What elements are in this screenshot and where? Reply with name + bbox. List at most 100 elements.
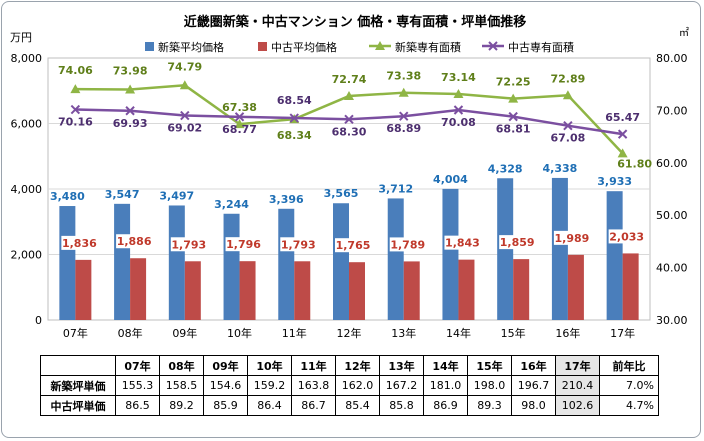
data-label-box	[553, 230, 590, 245]
bar-used-price	[458, 259, 475, 320]
data-label-box	[225, 237, 262, 252]
left-axis-tick-label: 0	[35, 314, 42, 327]
bar-used-price	[130, 258, 147, 320]
x-axis-tick-label: 14年	[446, 326, 471, 340]
bar-new-price	[114, 203, 131, 320]
table-row-label: 新築坪単価	[40, 375, 116, 396]
table-cell: 210.4	[555, 375, 600, 396]
data-label-new-price: 4,004	[433, 173, 468, 186]
data-label-box	[335, 238, 371, 253]
marker-used-area	[70, 104, 81, 115]
x-axis-tick-label: 08年	[118, 326, 143, 340]
left-axis-tick-label: 8,000	[11, 52, 43, 65]
marker-used-area	[289, 113, 299, 123]
table-cell: 154.6	[203, 375, 248, 396]
data-label-used-price: 1,886	[117, 235, 152, 248]
right-axis-tick-label: 50.00	[656, 209, 688, 222]
legend-label: 中古専有面積	[508, 40, 574, 54]
bar-used-price	[513, 259, 530, 320]
table-header-ratio: 前年比	[599, 355, 659, 376]
table-cell: 167.2	[379, 375, 424, 396]
table-cell: 181.0	[423, 375, 468, 396]
data-label-box	[608, 229, 645, 244]
data-label-used-area: 68.89	[386, 122, 421, 135]
data-label-box	[116, 234, 153, 249]
legend-swatch	[258, 42, 267, 51]
data-label-new-price: 3,480	[50, 190, 85, 203]
table-cell-ratio: 7.0%	[599, 375, 659, 396]
x-axis-tick-label: 17年	[610, 326, 635, 340]
data-label-new-price: 4,338	[543, 162, 578, 175]
table-cell: 86.4	[247, 395, 292, 416]
data-label-box	[61, 235, 98, 250]
table-cell: 155.3	[115, 375, 160, 396]
data-label-used-area: 69.02	[167, 122, 202, 135]
data-label-new-area: 73.14	[441, 71, 476, 84]
marker-new-area	[179, 80, 190, 90]
table-row-label: 中古坪単価	[40, 395, 116, 416]
x-axis-tick-label: 13年	[391, 326, 416, 340]
bar-new-price	[278, 208, 295, 320]
data-label-new-price: 3,712	[378, 182, 413, 195]
data-label-new-area: 72.25	[496, 76, 531, 89]
data-label-used-price: 1,796	[226, 238, 261, 251]
right-axis-tick-label: 40.00	[656, 262, 688, 275]
data-label-used-price: 2,033	[609, 230, 644, 243]
bar-new-price	[59, 206, 76, 320]
marker-new-area	[453, 88, 464, 98]
table-header-year: 10年	[247, 355, 292, 376]
bar-used-price	[349, 262, 365, 320]
bar-used-price	[622, 253, 639, 320]
marker-new-area	[398, 87, 409, 97]
bar-new-price	[387, 198, 404, 320]
data-label-new-area: 67.38	[222, 101, 257, 114]
table-row: 新築坪単価 155.3 158.5 154.6 159.2 163.8 162.0 167.2…	[40, 375, 659, 396]
left-axis-tick-label: 2,000	[11, 249, 43, 262]
table-cell: 102.6	[555, 395, 600, 416]
table-cell: 85.8	[379, 395, 424, 416]
left-axis-tick-label: 4,000	[11, 183, 43, 196]
bar-used-price	[403, 261, 420, 320]
table-cell: 98.0	[511, 395, 556, 416]
data-label-group: 3,480 1,836 3,547 1,886 3,497 1,793 3,244 1,796…	[50, 60, 652, 253]
data-label-new-area: 74.79	[167, 60, 202, 73]
table-cell: 158.5	[159, 375, 204, 396]
marker-new-area	[70, 84, 81, 94]
table-header-year: 09年	[203, 355, 248, 376]
data-label-used-price: 1,793	[281, 238, 316, 251]
marker-new-area	[125, 84, 136, 94]
marker-used-area	[399, 111, 409, 121]
data-label-used-price: 1,843	[445, 237, 480, 250]
table-cell: 85.4	[335, 395, 380, 416]
marker-new-area	[617, 148, 628, 158]
marker-used-area	[563, 120, 573, 131]
data-label-used-price: 1,859	[500, 236, 535, 249]
data-label-used-area: 70.08	[441, 116, 476, 129]
table-corner-cell	[40, 355, 116, 376]
legend-label: 新築専有面積	[395, 40, 461, 54]
data-label-new-area: 68.34	[277, 129, 312, 142]
data-label-used-area: 68.77	[222, 123, 257, 136]
data-label-used-price: 1,789	[390, 238, 425, 251]
marker-used-area	[617, 129, 628, 139]
marker-used-area	[180, 110, 190, 121]
table-header-year: 15年	[467, 355, 512, 376]
bar-used-price	[184, 261, 201, 320]
data-label-new-price: 3,933	[597, 175, 632, 188]
table-header-year: 08年	[159, 355, 204, 376]
table-header-year: 07年	[115, 355, 160, 376]
x-axis-tick-label: 12年	[337, 326, 362, 340]
marker-used-area	[508, 111, 518, 122]
bar-new-price	[168, 205, 185, 320]
marker-used-area	[234, 112, 245, 122]
table-cell: 85.9	[203, 395, 248, 416]
data-label-new-price: 3,396	[269, 193, 304, 206]
x-axis-tick-label: 07年	[63, 326, 88, 340]
data-label-new-price: 3,565	[324, 187, 359, 200]
legend-marker	[375, 41, 385, 50]
x-axis-tick-label: 10年	[227, 326, 252, 340]
table-cell: 159.2	[247, 375, 292, 396]
table-header-year: 12年	[335, 355, 380, 376]
table-header-year: 13年	[379, 355, 424, 376]
legend: 新築平均価格 中古平均価格 新築専有面積 中古専有面積	[145, 40, 574, 54]
